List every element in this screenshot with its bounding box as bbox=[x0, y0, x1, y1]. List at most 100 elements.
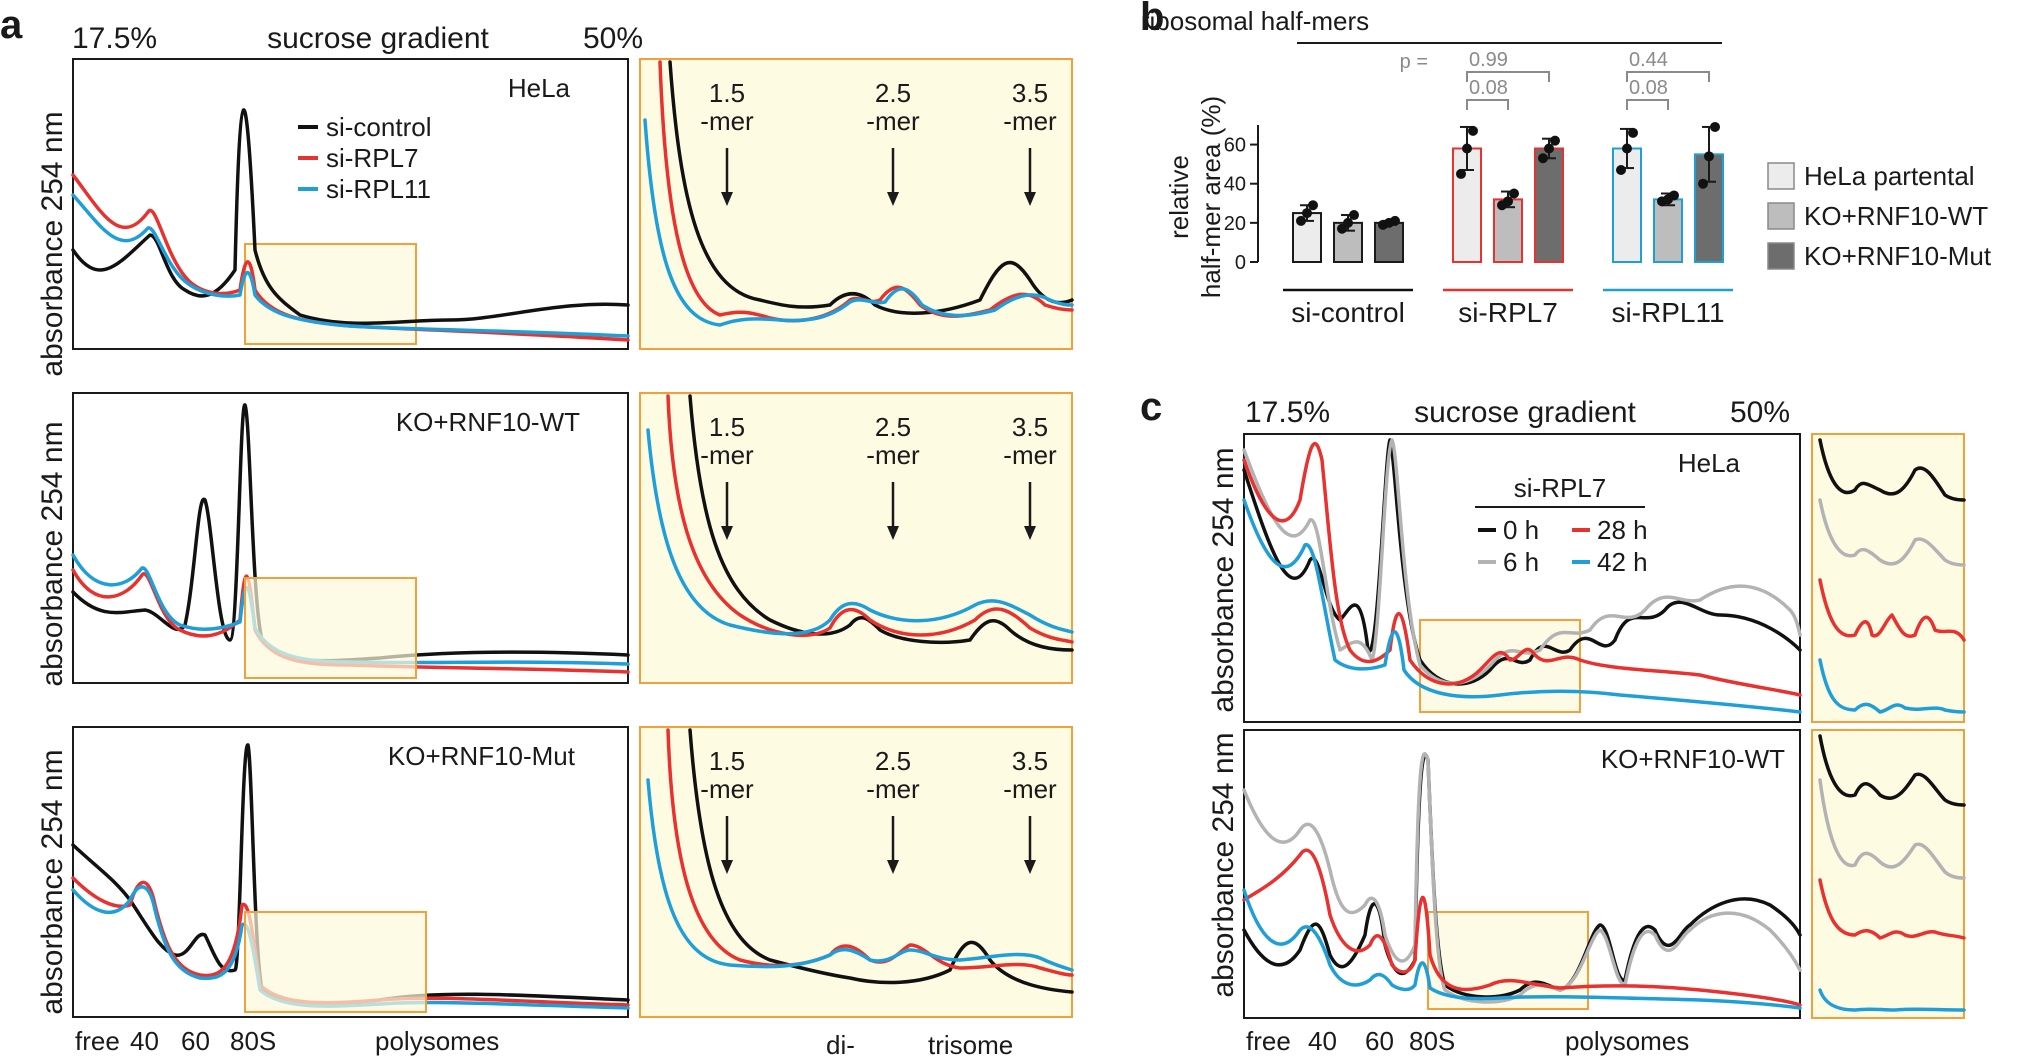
data-point bbox=[1308, 200, 1318, 211]
group-label-si-control: si-control bbox=[1291, 297, 1405, 328]
bar-si-control-KO-RNF10-Mut bbox=[1374, 221, 1404, 264]
panel-a-row1-zoom-si-control bbox=[668, 60, 1074, 315]
panel-a-row3-label: KO+RNF10-Mut bbox=[388, 741, 576, 771]
bar-si-RPL7-KO-RNF10-WT bbox=[1493, 198, 1523, 263]
panel-a-ylabel-row1: absorbance 254 nm bbox=[36, 111, 69, 376]
data-point bbox=[1343, 217, 1353, 228]
data-point bbox=[1503, 196, 1513, 207]
panel-a-row2-frame bbox=[72, 392, 629, 684]
pvalue-label: 0.08 bbox=[1629, 77, 1668, 99]
group-label-si-RPL11: si-RPL11 bbox=[1611, 297, 1724, 328]
y-tick-label: 20 bbox=[1224, 213, 1246, 235]
panel-c-row1-main: HeLa si-RPL7 0 h 6 h 28 h 42 h bbox=[1242, 433, 1802, 723]
panel-c-row2-zoom-6h bbox=[1818, 778, 1966, 880]
legend-swatch-KO-RNF10-Mut bbox=[1767, 242, 1795, 270]
panel-a-row2-annot-2-line1: 2.5 bbox=[875, 412, 911, 442]
panel-c-ylabel-row2: absorbance 254 nm bbox=[1207, 732, 1240, 997]
data-point bbox=[1550, 135, 1560, 146]
panel-a-row2-annot-3: 3.5 -mer bbox=[1003, 412, 1057, 540]
data-point bbox=[1456, 168, 1466, 179]
legend-label-si-control: si-control bbox=[326, 112, 431, 142]
panel-c-legend: si-RPL7 0 h 6 h 28 h 42 h bbox=[1475, 473, 1648, 577]
panel-a-row1-annot-2-line2: -mer bbox=[866, 106, 920, 136]
panel-c-row1-zoom-6h bbox=[1818, 498, 1966, 567]
pvalue-bracket bbox=[1626, 99, 1669, 110]
arrow-head bbox=[887, 526, 899, 540]
panel-c-row2-zoom bbox=[1811, 729, 1966, 1019]
panel-a-row1-annot-3: 3.5 -mer bbox=[1003, 78, 1057, 206]
panel-a-row1-label: HeLa bbox=[508, 73, 571, 103]
panel-a-xlabel-60: 60 bbox=[181, 1026, 210, 1056]
panel-a-row1-annot-2: 2.5 -mer bbox=[866, 78, 920, 206]
panel-a-row1-annot-3-line1: 3.5 bbox=[1012, 78, 1048, 108]
legend-label-KO-RNF10-Mut: KO+RNF10-Mut bbox=[1804, 241, 1992, 271]
panel-a-row2-zoom-box bbox=[244, 577, 417, 679]
panel-a-gradient-start: 17.5% bbox=[72, 22, 157, 55]
panel-a-row1-zoom-si-rpl11 bbox=[643, 118, 1074, 327]
panel-c-gradient-label: sucrose gradient bbox=[1414, 396, 1636, 429]
data-point bbox=[1616, 165, 1626, 176]
pvalue-label: 0.08 bbox=[1469, 77, 1508, 99]
panel-c-row1-trace-6h bbox=[1242, 438, 1802, 685]
panel-a-row2-zoom-si-rpl11 bbox=[646, 428, 1074, 636]
panel-c-row2-label: KO+RNF10-WT bbox=[1601, 744, 1785, 774]
arrow-head bbox=[721, 860, 733, 874]
panel-a-row3-annot-2-line2: -mer bbox=[866, 774, 920, 804]
arrow-head bbox=[1024, 526, 1036, 540]
panel-c-row2-zoom-28h bbox=[1818, 878, 1966, 940]
panel-a-row3-annot-1-line2: -mer bbox=[700, 774, 754, 804]
panel-c-row1-trace-28h bbox=[1242, 441, 1802, 697]
panel-a-zoom-xlabel-trisome: trisome bbox=[928, 1030, 1013, 1060]
panel-a-row2-annot-1-line2: -mer bbox=[700, 440, 754, 470]
panel-c-row2-trace-6h bbox=[1242, 752, 1802, 1004]
panel-b-ylabel-line2: half-mer area (%) bbox=[1196, 96, 1226, 298]
panel-b-title: ribosomal half-mers bbox=[1141, 6, 1369, 36]
panel-a-ylabel-row2: absorbance 254 nm bbox=[36, 421, 69, 686]
data-point bbox=[1462, 143, 1472, 154]
arrow-head bbox=[887, 192, 899, 206]
data-point bbox=[1698, 178, 1708, 189]
panel-a-row3-annot-3: 3.5 -mer bbox=[1003, 746, 1057, 874]
panel-a-row1-main: HeLa si-control si-RPL7 si-RPL11 bbox=[71, 58, 630, 350]
pvalue-bracket bbox=[1626, 71, 1710, 82]
panel-a-row2-annot-2: 2.5 -mer bbox=[866, 412, 920, 540]
panel-c-ylabel-row1: absorbance 254 nm bbox=[1207, 447, 1240, 712]
legend-label-28h: 28 h bbox=[1597, 515, 1648, 545]
panel-a-row1-annot-1: 1.5 -mer bbox=[700, 78, 754, 206]
panel-b-p-prefix: p = bbox=[1400, 51, 1428, 73]
group-label-si-RPL7: si-RPL7 bbox=[1458, 297, 1558, 328]
panel-a-legend: si-control si-RPL7 si-RPL11 bbox=[298, 112, 431, 204]
panel-c-gradient-end: 50% bbox=[1730, 396, 1790, 429]
panel-a-row2-zoom-si-rpl7 bbox=[666, 394, 1074, 644]
panel-a-row1-annot-3-line2: -mer bbox=[1003, 106, 1057, 136]
panel-a-row2-zoom: 1.5 -mer 2.5 -mer 3.5 -mer bbox=[639, 392, 1074, 684]
panel-c-row1-zoom-frame bbox=[1811, 433, 1965, 723]
pvalue-bracket bbox=[1466, 99, 1509, 110]
panel-a-row3-main: KO+RNF10-Mut bbox=[71, 726, 630, 1018]
y-tick-label: 60 bbox=[1224, 135, 1246, 157]
panel-a-row3-annot-3-line1: 3.5 bbox=[1012, 746, 1048, 776]
panel-b-pvalue-brackets: 0.99 0.08 0.44 0.08 bbox=[1466, 49, 1710, 110]
panel-c-letter: c bbox=[1140, 385, 1162, 429]
panel-a-row3-annot-2: 2.5 -mer bbox=[866, 746, 920, 874]
pvalue-label: 0.99 bbox=[1469, 49, 1508, 71]
panel-a-gradient-label: sucrose gradient bbox=[267, 22, 489, 55]
panel-c-row2-main: KO+RNF10-WT bbox=[1242, 729, 1802, 1019]
panel-a-row3-zoom: 1.5 -mer 2.5 -mer 3.5 -mer bbox=[639, 726, 1074, 1018]
data-point bbox=[1302, 208, 1312, 219]
panel-c-row1-trace-0h bbox=[1242, 438, 1802, 686]
panel-a-row3-zoom-si-rpl11 bbox=[646, 778, 1074, 972]
panel-c-row2-frame bbox=[1243, 729, 1801, 1019]
legend-swatch-KO-RNF10-WT bbox=[1767, 202, 1795, 230]
data-point bbox=[1628, 127, 1638, 138]
panel-c-row1-zoom-0h bbox=[1818, 438, 1966, 502]
legend-swatch-HeLa-partental bbox=[1767, 162, 1795, 190]
panel-c-row2-trace-42h bbox=[1242, 888, 1802, 1010]
panel-c-gradient-start: 17.5% bbox=[1245, 396, 1330, 429]
panel-b-legend: HeLa partental KO+RNF10-WT KO+RNF10-Mut bbox=[1767, 161, 1992, 271]
arrow-head bbox=[721, 526, 733, 540]
panel-a-row2-annot-3-line1: 3.5 bbox=[1012, 412, 1048, 442]
panel-b-bar-chart: 0 20 40 60 si-control si-RPL7 si-RPL11 bbox=[1224, 121, 1733, 328]
panel-c-xlabel-polysomes: polysomes bbox=[1565, 1026, 1689, 1056]
